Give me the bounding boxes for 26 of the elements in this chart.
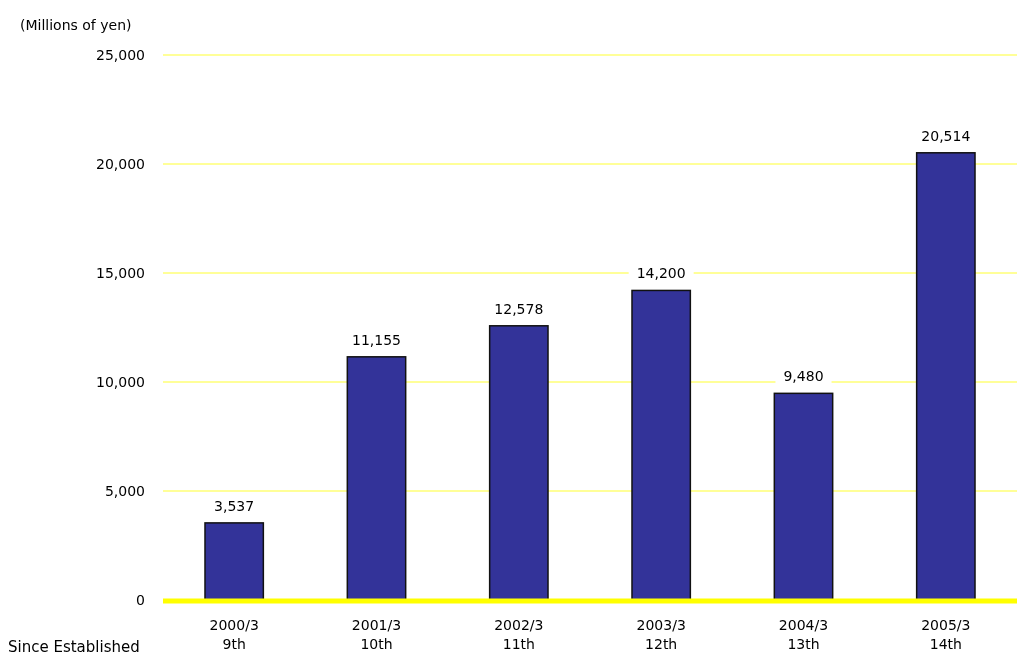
data-label: 20,514 bbox=[921, 127, 971, 144]
x-tick-label: 2001/3 10th bbox=[351, 617, 402, 652]
x-tick-label: 2003/3 12th bbox=[636, 617, 686, 652]
data-label: 14,200 bbox=[636, 265, 686, 282]
bar bbox=[488, 325, 549, 601]
y-tick-label: 20,000 bbox=[96, 155, 145, 172]
bar bbox=[773, 392, 834, 601]
y-tick-label: 25,000 bbox=[96, 46, 145, 63]
bar bbox=[631, 289, 692, 601]
bar bbox=[915, 152, 976, 601]
y-axis-title: (Millions of yen) bbox=[20, 17, 132, 33]
y-tick-label: 0 bbox=[136, 591, 145, 608]
text: Since Established bbox=[8, 638, 140, 656]
bar bbox=[346, 356, 407, 601]
data-label: 12,578 bbox=[494, 300, 544, 317]
y-tick-label: 15,000 bbox=[96, 264, 145, 281]
x-tick-label: 2005/3 14th bbox=[921, 617, 971, 652]
y-tick-label: 5,000 bbox=[104, 482, 145, 499]
data-label: 3,537 bbox=[214, 497, 255, 514]
x-tick-label: 2002/3 11th bbox=[494, 617, 544, 652]
data-label: 11,155 bbox=[352, 331, 401, 348]
bar bbox=[204, 522, 265, 601]
data-label: 9,480 bbox=[783, 368, 824, 385]
x-tick-label: 2000/3 9th bbox=[209, 617, 259, 652]
x-tick-label: 2004/3 13th bbox=[778, 617, 829, 652]
y-tick-label: 10,000 bbox=[96, 373, 145, 390]
